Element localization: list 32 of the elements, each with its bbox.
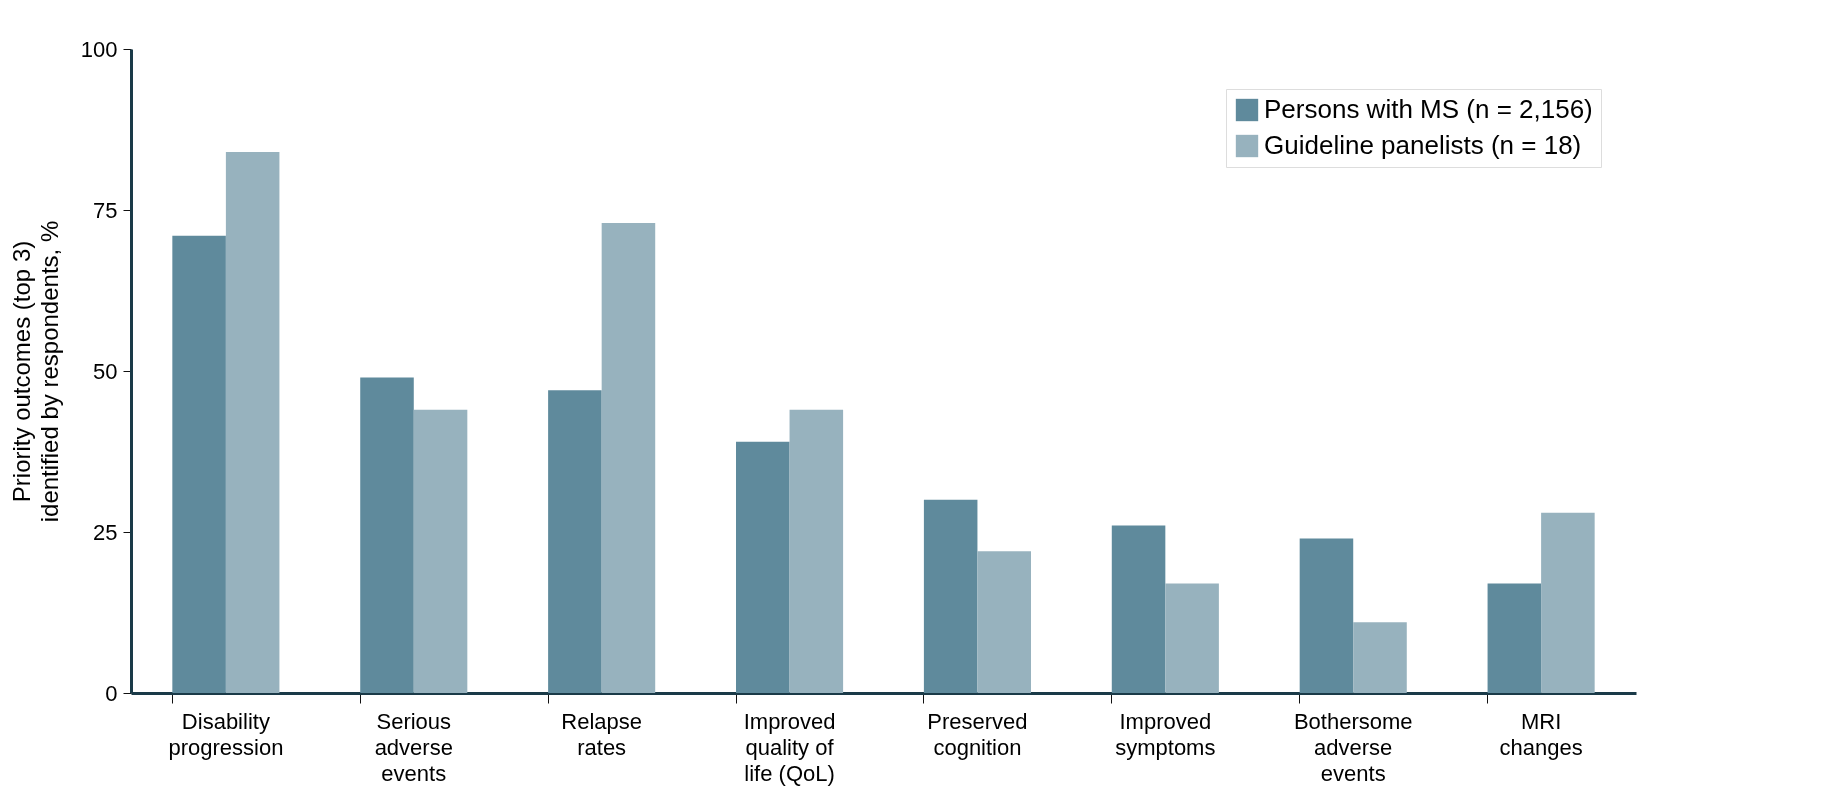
bar <box>413 409 468 693</box>
bar <box>789 409 844 693</box>
bar <box>548 390 602 693</box>
x-tick-label: Disability progression <box>168 708 284 760</box>
bar <box>977 551 1031 693</box>
bar <box>1487 583 1542 693</box>
legend-label: Guideline panelists (n = 18) <box>1264 130 1582 160</box>
bar <box>1353 622 1407 693</box>
bar <box>225 152 280 693</box>
bar <box>360 377 414 693</box>
bar <box>923 499 978 693</box>
legend-label: Persons with MS (n = 2,156) <box>1264 94 1593 124</box>
y-tick-label: 25 <box>93 519 118 545</box>
bar <box>1299 538 1354 693</box>
x-tick-label: MRI changes <box>1499 708 1583 760</box>
bar <box>736 441 790 693</box>
x-tick-label: Improved quality of life (QoL) <box>743 708 836 786</box>
y-axis-title: Priority outcomes (top 3) identified by respondents, % <box>7 220 63 523</box>
y-tick-label: 50 <box>93 358 118 384</box>
bar <box>1541 512 1595 693</box>
x-tick-label: Improved symptoms <box>1115 708 1216 760</box>
bar <box>1111 525 1166 693</box>
bar <box>1165 583 1219 693</box>
x-tick-label: Bothersome adverse events <box>1293 708 1413 786</box>
x-tick-label: Serious adverse events <box>374 708 453 786</box>
x-tick-label: Relapse rates <box>561 708 643 760</box>
bar <box>601 222 656 693</box>
bar <box>172 235 226 693</box>
y-tick-label: 75 <box>93 197 118 223</box>
x-tick-label: Preserved cognition <box>927 708 1028 760</box>
y-tick-label: 0 <box>105 680 118 706</box>
y-tick-label: 100 <box>80 36 118 62</box>
